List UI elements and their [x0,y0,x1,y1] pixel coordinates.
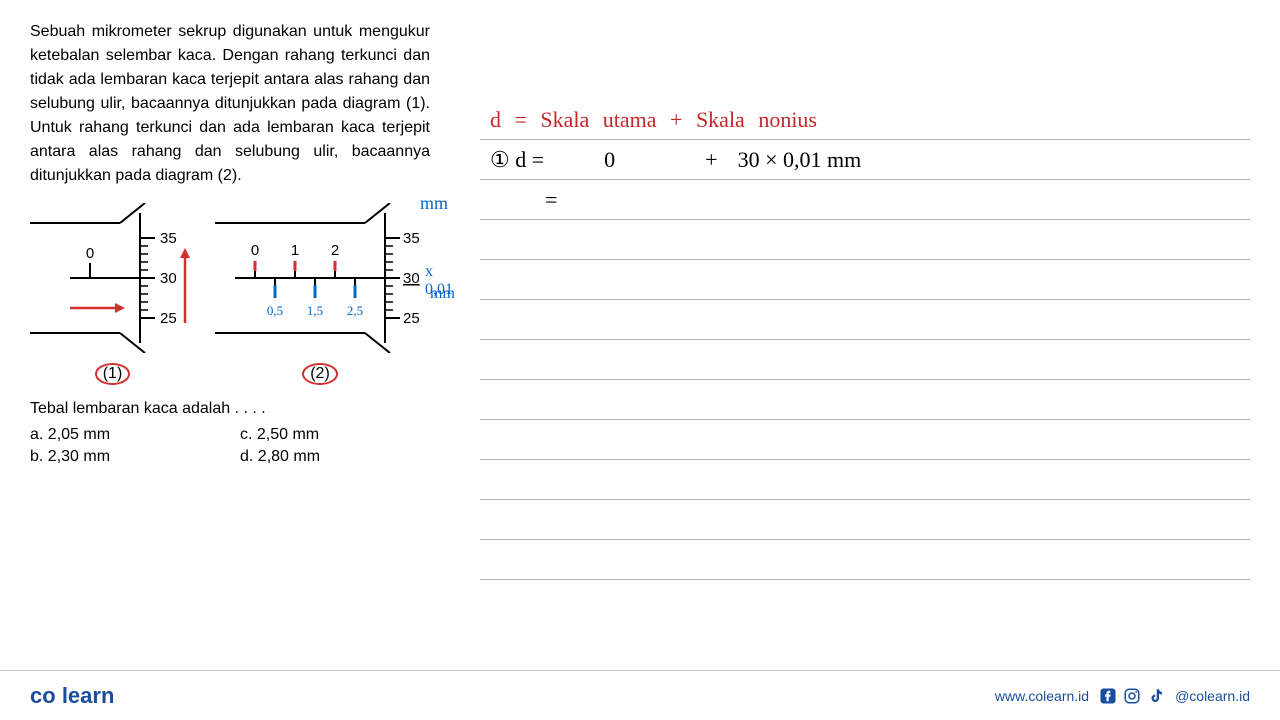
facebook-icon [1099,687,1117,705]
hw-line2-mid: 0 [604,147,615,173]
social-handle: @colearn.id [1175,688,1250,704]
d2-thimble-30: 30 [403,270,420,287]
d2-thimble-25: 25 [403,310,420,327]
annotation-mm-top: mm [420,193,448,214]
d2-sub-15: 1,5 [307,303,323,318]
footer-right: www.colearn.id @colearn.id [995,687,1250,705]
logo: co learn [30,683,114,709]
notebook-line-4 [480,220,1250,260]
option-c: c. 2,50 mm [240,426,430,444]
d2-main-0: 0 [251,242,259,259]
diagram-1: 0 35 30 25 [30,203,195,385]
question-column: Sebuah mikrometer sekrup digunakan untuk… [30,20,450,660]
d2-main-1: 1 [291,242,299,259]
hw-line1: d = Skala utama + Skala nonius [490,107,817,133]
website-url: www.colearn.id [995,688,1089,704]
logo-co: co [30,683,56,708]
option-b: b. 2,30 mm [30,448,220,466]
d1-main-0: 0 [86,245,94,262]
d1-thimble-35: 35 [160,230,177,247]
notebook-line-7 [480,340,1250,380]
d2-main-2: 2 [331,242,339,259]
footer: co learn www.colearn.id @colearn.id [0,670,1280,720]
solution-column: d = Skala utama + Skala nonius ① d = 0 +… [450,20,1250,660]
tiktok-icon [1147,687,1165,705]
notebook-line-2: ① d = 0 + 30 × 0,01 mm [480,140,1250,180]
option-d: d. 2,80 mm [240,448,430,466]
question-prompt: Tebal lembaran kaca adalah . . . . [30,400,430,418]
instagram-icon [1123,687,1141,705]
notebook-line-5 [480,260,1250,300]
logo-learn: learn [62,683,115,708]
notebook-line-8 [480,380,1250,420]
options-grid: a. 2,05 mm c. 2,50 mm b. 2,30 mm d. 2,80… [30,426,430,466]
notebook-line-1: d = Skala utama + Skala nonius [480,100,1250,140]
hw-line2-left: ① d = [490,147,544,173]
hw-line2-right: 30 × 0,01 mm [738,147,862,173]
d1-thimble-30: 30 [160,270,177,287]
notebook-line-6 [480,300,1250,340]
d2-sub-05: 0,5 [267,303,283,318]
diagram-2: mm x 0,01 mm [215,203,425,385]
notebook-line-12 [480,540,1250,580]
hw-line3: = [545,187,557,213]
d2-thimble-35: 35 [403,230,420,247]
diagram-2-label: (2) [215,363,425,385]
social-icons [1099,687,1165,705]
notebook-line-3: = [480,180,1250,220]
d2-sub-25: 2,5 [347,303,363,318]
option-a: a. 2,05 mm [30,426,220,444]
hw-line2-plus: + [705,147,717,173]
diagrams-row: 0 35 30 25 [30,203,430,385]
question-text: Sebuah mikrometer sekrup digunakan untuk… [30,20,430,188]
diagram-1-label: (1) [30,363,195,385]
notebook-line-9 [480,420,1250,460]
notebook-line-11 [480,500,1250,540]
d1-thimble-25: 25 [160,310,177,327]
notebook-line-10 [480,460,1250,500]
